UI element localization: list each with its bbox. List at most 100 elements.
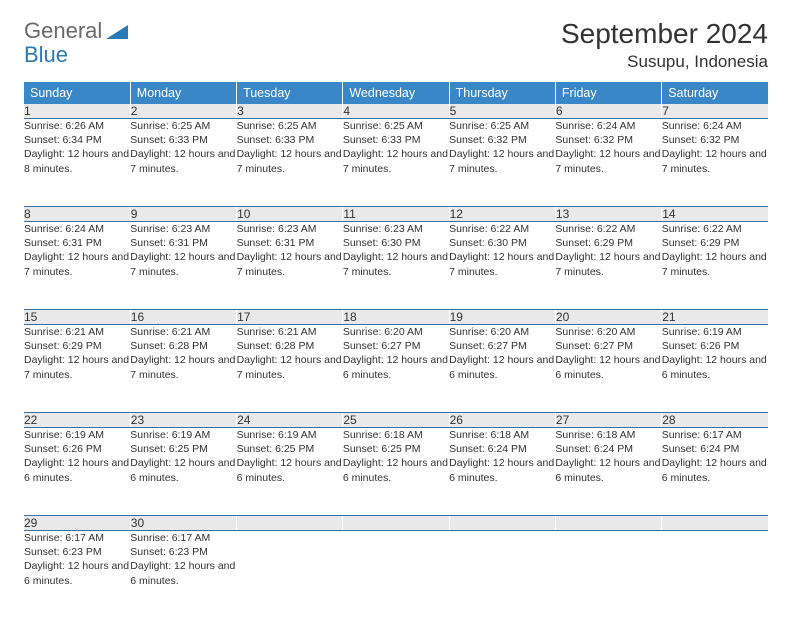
sunset-text: Sunset: 6:33 PM — [130, 133, 236, 147]
day-number: 15 — [24, 310, 130, 325]
day-cell: Sunrise: 6:18 AMSunset: 6:24 PMDaylight:… — [449, 428, 555, 516]
day-cell: Sunrise: 6:19 AMSunset: 6:25 PMDaylight:… — [130, 428, 236, 516]
empty-day-cell — [237, 531, 343, 619]
sunrise-text: Sunrise: 6:20 AM — [343, 325, 449, 339]
sunset-text: Sunset: 6:29 PM — [555, 236, 661, 250]
day-cell: Sunrise: 6:20 AMSunset: 6:27 PMDaylight:… — [343, 325, 449, 413]
empty-day-number — [662, 516, 768, 531]
weekday-header: Sunday — [24, 82, 130, 104]
sunset-text: Sunset: 6:33 PM — [237, 133, 343, 147]
sunrise-text: Sunrise: 6:20 AM — [555, 325, 661, 339]
day-cell: Sunrise: 6:25 AMSunset: 6:33 PMDaylight:… — [130, 119, 236, 207]
weekday-header: Thursday — [449, 82, 555, 104]
sunrise-text: Sunrise: 6:17 AM — [130, 531, 236, 545]
sunset-text: Sunset: 6:27 PM — [343, 339, 449, 353]
day-number: 12 — [449, 207, 555, 222]
day-cell: Sunrise: 6:26 AMSunset: 6:34 PMDaylight:… — [24, 119, 130, 207]
page-header: General September 2024 Susupu, Indonesia — [24, 18, 768, 72]
sunrise-text: Sunrise: 6:19 AM — [24, 428, 130, 442]
day-number: 19 — [449, 310, 555, 325]
logo-line2: Blue — [24, 42, 68, 68]
sunrise-text: Sunrise: 6:24 AM — [662, 119, 768, 133]
sunrise-text: Sunrise: 6:21 AM — [24, 325, 130, 339]
day-number: 30 — [130, 516, 236, 531]
daylight-text: Daylight: 12 hours and 7 minutes. — [449, 147, 555, 175]
day-cell: Sunrise: 6:22 AMSunset: 6:29 PMDaylight:… — [662, 222, 768, 310]
sunrise-text: Sunrise: 6:19 AM — [130, 428, 236, 442]
sunset-text: Sunset: 6:31 PM — [24, 236, 130, 250]
day-content-row: Sunrise: 6:21 AMSunset: 6:29 PMDaylight:… — [24, 325, 768, 413]
day-number: 27 — [555, 413, 661, 428]
sunrise-text: Sunrise: 6:20 AM — [449, 325, 555, 339]
day-cell: Sunrise: 6:20 AMSunset: 6:27 PMDaylight:… — [555, 325, 661, 413]
logo-text-blue: Blue — [24, 42, 68, 67]
day-number: 17 — [237, 310, 343, 325]
day-content-row: Sunrise: 6:26 AMSunset: 6:34 PMDaylight:… — [24, 119, 768, 207]
day-cell: Sunrise: 6:19 AMSunset: 6:25 PMDaylight:… — [237, 428, 343, 516]
sunrise-text: Sunrise: 6:25 AM — [130, 119, 236, 133]
sunset-text: Sunset: 6:31 PM — [237, 236, 343, 250]
sunrise-text: Sunrise: 6:22 AM — [449, 222, 555, 236]
sunrise-text: Sunrise: 6:25 AM — [343, 119, 449, 133]
sunset-text: Sunset: 6:28 PM — [237, 339, 343, 353]
sunrise-text: Sunrise: 6:22 AM — [555, 222, 661, 236]
day-content-row: Sunrise: 6:24 AMSunset: 6:31 PMDaylight:… — [24, 222, 768, 310]
sunrise-text: Sunrise: 6:17 AM — [24, 531, 130, 545]
day-number: 10 — [237, 207, 343, 222]
daylight-text: Daylight: 12 hours and 7 minutes. — [237, 250, 343, 278]
daylight-text: Daylight: 12 hours and 6 minutes. — [555, 456, 661, 484]
day-number: 23 — [130, 413, 236, 428]
day-number: 2 — [130, 104, 236, 119]
sunset-text: Sunset: 6:25 PM — [237, 442, 343, 456]
day-cell: Sunrise: 6:23 AMSunset: 6:31 PMDaylight:… — [237, 222, 343, 310]
daylight-text: Daylight: 12 hours and 7 minutes. — [24, 250, 130, 278]
weekday-header: Monday — [130, 82, 236, 104]
daylight-text: Daylight: 12 hours and 7 minutes. — [237, 353, 343, 381]
day-number: 1 — [24, 104, 130, 119]
sunrise-text: Sunrise: 6:25 AM — [449, 119, 555, 133]
day-number: 3 — [237, 104, 343, 119]
sunset-text: Sunset: 6:32 PM — [449, 133, 555, 147]
daylight-text: Daylight: 12 hours and 7 minutes. — [237, 147, 343, 175]
day-number: 18 — [343, 310, 449, 325]
daylight-text: Daylight: 12 hours and 8 minutes. — [24, 147, 130, 175]
day-cell: Sunrise: 6:21 AMSunset: 6:28 PMDaylight:… — [130, 325, 236, 413]
day-number: 29 — [24, 516, 130, 531]
day-number: 20 — [555, 310, 661, 325]
logo: General — [24, 18, 128, 44]
calendar-head: SundayMondayTuesdayWednesdayThursdayFrid… — [24, 82, 768, 104]
day-cell: Sunrise: 6:24 AMSunset: 6:31 PMDaylight:… — [24, 222, 130, 310]
title-block: September 2024 Susupu, Indonesia — [561, 18, 768, 72]
day-cell: Sunrise: 6:18 AMSunset: 6:24 PMDaylight:… — [555, 428, 661, 516]
daynum-row: 2930 — [24, 516, 768, 531]
day-number: 21 — [662, 310, 768, 325]
daylight-text: Daylight: 12 hours and 7 minutes. — [662, 147, 768, 175]
sunrise-text: Sunrise: 6:17 AM — [662, 428, 768, 442]
day-number: 28 — [662, 413, 768, 428]
daylight-text: Daylight: 12 hours and 6 minutes. — [343, 353, 449, 381]
sunset-text: Sunset: 6:28 PM — [130, 339, 236, 353]
daylight-text: Daylight: 12 hours and 7 minutes. — [24, 353, 130, 381]
sunrise-text: Sunrise: 6:22 AM — [662, 222, 768, 236]
daynum-row: 22232425262728 — [24, 413, 768, 428]
sunset-text: Sunset: 6:23 PM — [130, 545, 236, 559]
daynum-row: 891011121314 — [24, 207, 768, 222]
weekday-header: Saturday — [662, 82, 768, 104]
location-text: Susupu, Indonesia — [561, 52, 768, 72]
day-cell: Sunrise: 6:17 AMSunset: 6:23 PMDaylight:… — [24, 531, 130, 619]
sunset-text: Sunset: 6:24 PM — [449, 442, 555, 456]
daylight-text: Daylight: 12 hours and 7 minutes. — [343, 250, 449, 278]
sunrise-text: Sunrise: 6:21 AM — [130, 325, 236, 339]
daylight-text: Daylight: 12 hours and 7 minutes. — [555, 250, 661, 278]
empty-day-number — [555, 516, 661, 531]
sunset-text: Sunset: 6:34 PM — [24, 133, 130, 147]
sunset-text: Sunset: 6:31 PM — [130, 236, 236, 250]
empty-day-cell — [555, 531, 661, 619]
sunset-text: Sunset: 6:24 PM — [555, 442, 661, 456]
weekday-row: SundayMondayTuesdayWednesdayThursdayFrid… — [24, 82, 768, 104]
sunset-text: Sunset: 6:32 PM — [662, 133, 768, 147]
daylight-text: Daylight: 12 hours and 6 minutes. — [449, 353, 555, 381]
day-number: 11 — [343, 207, 449, 222]
sunset-text: Sunset: 6:23 PM — [24, 545, 130, 559]
daylight-text: Daylight: 12 hours and 6 minutes. — [662, 456, 768, 484]
